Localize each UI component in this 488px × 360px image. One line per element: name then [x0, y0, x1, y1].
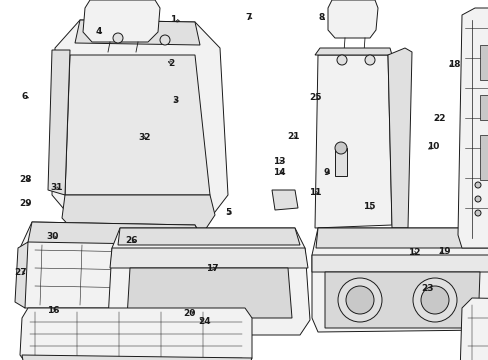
Text: 16: 16 — [46, 306, 59, 315]
Text: 13: 13 — [273, 157, 285, 166]
Text: 21: 21 — [286, 132, 299, 141]
Text: 2: 2 — [168, 58, 174, 68]
Circle shape — [160, 35, 170, 45]
Text: 6: 6 — [21, 92, 27, 101]
Polygon shape — [108, 228, 309, 335]
Polygon shape — [20, 308, 251, 360]
Circle shape — [113, 33, 123, 43]
Polygon shape — [457, 298, 488, 360]
Text: 31: 31 — [50, 184, 62, 192]
Text: 27: 27 — [14, 269, 27, 277]
Text: 19: 19 — [437, 247, 449, 256]
Bar — [479, 135, 488, 180]
Text: 25: 25 — [308, 94, 321, 102]
Text: 12: 12 — [407, 248, 420, 257]
Polygon shape — [457, 8, 488, 248]
Polygon shape — [75, 20, 200, 45]
Polygon shape — [315, 228, 488, 248]
Bar — [148, 310, 187, 328]
Circle shape — [420, 286, 448, 314]
Circle shape — [474, 182, 480, 188]
Text: 5: 5 — [225, 208, 231, 217]
Polygon shape — [127, 268, 291, 318]
Text: 1: 1 — [170, 15, 176, 24]
Text: 32: 32 — [138, 133, 150, 142]
Polygon shape — [327, 0, 377, 38]
Circle shape — [474, 196, 480, 202]
Text: 26: 26 — [124, 236, 137, 245]
Text: 10: 10 — [426, 142, 438, 151]
Polygon shape — [18, 222, 207, 308]
Polygon shape — [48, 50, 70, 195]
Text: 28: 28 — [19, 175, 32, 184]
Bar — [479, 45, 488, 80]
Polygon shape — [22, 355, 251, 360]
Bar — [200, 310, 240, 328]
Text: 17: 17 — [206, 264, 219, 273]
Circle shape — [336, 55, 346, 65]
Text: 20: 20 — [183, 310, 196, 319]
Polygon shape — [118, 228, 299, 245]
Text: 9: 9 — [323, 167, 329, 176]
Circle shape — [337, 278, 381, 322]
Polygon shape — [325, 272, 479, 328]
Text: 29: 29 — [19, 199, 32, 208]
Bar — [334, 148, 346, 176]
Bar — [479, 95, 488, 120]
Text: 3: 3 — [172, 96, 178, 105]
Text: 18: 18 — [447, 59, 459, 68]
Circle shape — [412, 278, 456, 322]
Polygon shape — [110, 248, 307, 268]
Circle shape — [346, 286, 373, 314]
Polygon shape — [65, 55, 209, 195]
Polygon shape — [311, 255, 488, 272]
Text: 15: 15 — [362, 202, 375, 211]
Text: 11: 11 — [308, 188, 321, 197]
Polygon shape — [387, 48, 411, 228]
Text: 30: 30 — [46, 233, 59, 242]
Text: 8: 8 — [318, 13, 324, 22]
Circle shape — [474, 210, 480, 216]
Text: 22: 22 — [432, 113, 445, 122]
Polygon shape — [311, 228, 488, 332]
Circle shape — [364, 55, 374, 65]
Polygon shape — [62, 195, 215, 232]
Circle shape — [334, 142, 346, 154]
Text: 7: 7 — [244, 13, 251, 22]
Text: 14: 14 — [273, 167, 285, 176]
Text: 4: 4 — [95, 27, 102, 36]
Polygon shape — [83, 0, 160, 42]
Text: 24: 24 — [198, 317, 210, 325]
Polygon shape — [271, 190, 297, 210]
Text: 23: 23 — [421, 284, 433, 293]
Polygon shape — [15, 242, 28, 308]
Polygon shape — [314, 55, 391, 228]
Polygon shape — [52, 20, 227, 228]
Polygon shape — [314, 48, 391, 55]
Polygon shape — [28, 222, 204, 245]
